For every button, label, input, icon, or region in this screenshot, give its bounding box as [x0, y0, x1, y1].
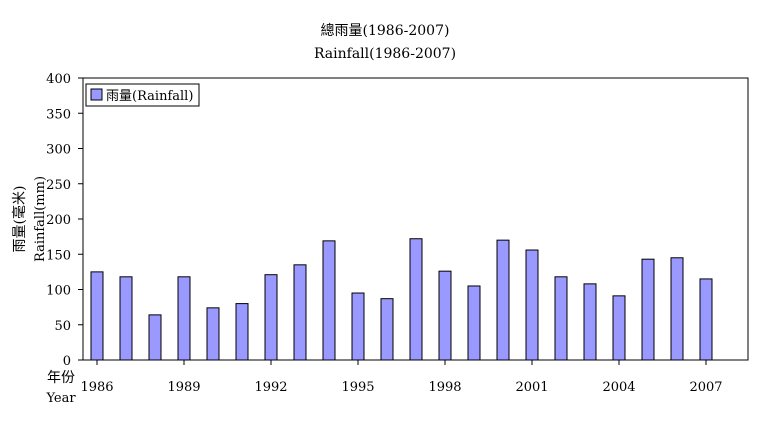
- chart-subtitle: Rainfall(1986-2007): [314, 46, 456, 62]
- y-axis-label-zh: 雨量(毫米): [11, 186, 28, 253]
- bar: [119, 276, 133, 361]
- y-axis-label-en: Rainfall(mm): [33, 176, 48, 262]
- legend-label: 雨量(Rainfall): [106, 89, 193, 104]
- y-tick-label: 200: [46, 213, 71, 228]
- y-axis-ticks: 0 50 100 150 200 250 300 350 400: [46, 72, 83, 369]
- legend-swatch: [90, 88, 103, 101]
- bar: [177, 276, 191, 361]
- bar: [148, 314, 162, 361]
- x-tick-label: 2007: [689, 380, 722, 395]
- bars-group: [90, 238, 713, 361]
- x-tick-label: 2001: [515, 380, 548, 395]
- legend-box: [85, 83, 200, 107]
- x-axis-ticks: 1986 1989 1992 1995 1998 2001 2004 2007: [80, 360, 723, 395]
- x-tick-label: 1989: [167, 380, 200, 395]
- bar: [525, 249, 539, 361]
- x-axis-label-en: Year: [45, 391, 76, 406]
- bar: [496, 239, 510, 361]
- bar: [612, 295, 626, 361]
- x-tick-label: 1992: [254, 380, 287, 395]
- x-tick-label: 2004: [602, 380, 635, 395]
- x-tick-label: 1986: [80, 380, 113, 395]
- bar: [554, 276, 568, 361]
- bar: [380, 298, 394, 361]
- bar: [409, 238, 423, 361]
- bar: [699, 278, 713, 361]
- chart-title: 總雨量(1986-2007): [321, 22, 450, 39]
- bar: [293, 264, 307, 361]
- bar: [583, 283, 597, 361]
- y-tick-label: 0: [63, 354, 71, 369]
- bar: [235, 303, 249, 361]
- bar: [90, 271, 104, 361]
- x-tick-label: 1995: [341, 380, 374, 395]
- y-tick-label: 300: [46, 143, 71, 158]
- bar: [351, 292, 365, 361]
- bar: [322, 240, 336, 361]
- x-axis-label-zh: 年份: [47, 370, 75, 386]
- y-tick-label: 250: [46, 178, 71, 193]
- y-tick-label: 50: [54, 319, 71, 334]
- bar: [467, 285, 481, 361]
- bar: [641, 258, 655, 361]
- bar: [670, 257, 684, 361]
- y-tick-label: 350: [46, 107, 71, 122]
- legend: 雨量(Rainfall): [85, 83, 200, 107]
- y-tick-label: 150: [46, 248, 71, 263]
- bar: [264, 274, 278, 361]
- y-tick-label: 400: [46, 72, 71, 87]
- x-tick-label: 1998: [428, 380, 461, 395]
- y-tick-label: 100: [46, 284, 71, 299]
- bar: [206, 307, 220, 361]
- bar: [438, 270, 452, 361]
